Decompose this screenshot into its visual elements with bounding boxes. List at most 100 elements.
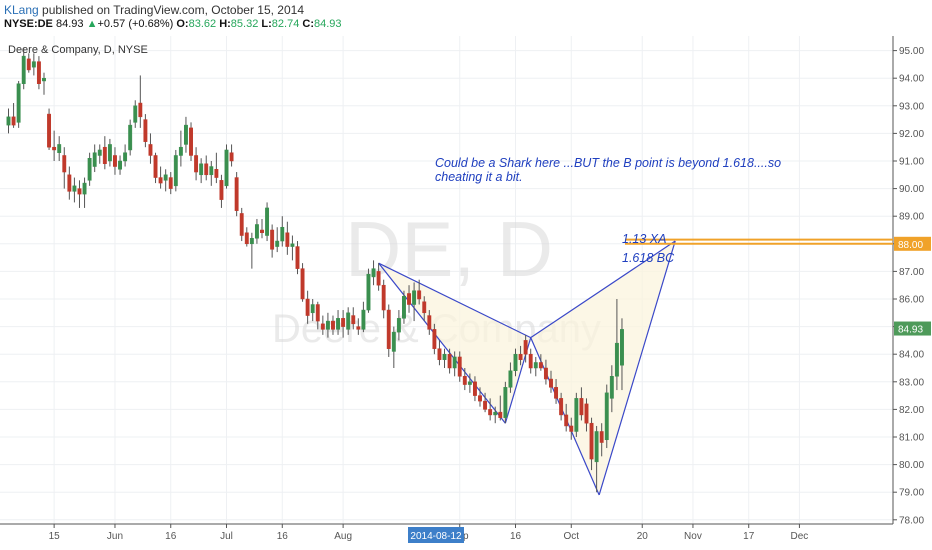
candle-body [62,155,67,173]
candle-body [229,152,234,162]
candle-body [168,177,173,189]
candle-body [239,213,244,236]
pattern-leg[interactable] [378,262,506,424]
annotation-line-1[interactable]: Could be a Shark here ...BUT the B point… [435,156,781,170]
last-price-badge-text: 84.93 [898,325,923,336]
candle-body [249,238,254,245]
pattern-leg[interactable] [530,240,676,339]
up-arrow-icon: ▲ [86,18,98,30]
crosshair-date-badge[interactable] [408,527,464,543]
candle-body [143,119,148,142]
candle-body [386,309,391,349]
candle-body [107,144,112,162]
candle-body [184,124,188,145]
time-tick-label: Jun [107,531,123,542]
candle-body [285,232,290,247]
time-tick-label: Jul [220,531,233,542]
candle-body [457,356,462,377]
time-tick-label: Aug [334,531,352,542]
candle-body [498,411,503,418]
pattern-leg[interactable] [378,262,531,339]
candles [6,47,624,493]
candle-body [72,185,77,192]
xa-label[interactable]: 1.13 XA [622,232,666,246]
candle-body [407,293,411,305]
candle-body [351,315,356,325]
candle-body [341,318,346,327]
price-tick-label: 91.00 [899,157,924,168]
candle-body [589,422,594,460]
candle-body [447,353,452,369]
candle-body [199,163,204,176]
time-axis[interactable]: 15Jun16Jul16AugSep16Oct20Nov17Dec2014-08… [49,524,809,543]
change-value: +0.57 (+0.68%) [97,18,174,30]
candle-body [371,268,376,278]
level-price-badge-text: 88.00 [898,240,923,251]
time-tick-label: 16 [510,531,522,542]
candle-body [599,431,604,443]
candle-body [528,353,533,369]
price-tick-label: 95.00 [899,46,924,57]
open-value: 83.62 [188,18,217,30]
candle-body [209,166,214,176]
candle-body [513,353,518,372]
candle-body [97,149,102,156]
candle-body [417,290,422,300]
candle-body [82,182,87,195]
candle-body [163,174,168,181]
last-price-badge[interactable] [894,321,931,336]
candle-body [325,320,330,330]
candle-body [224,149,229,187]
candle-body [427,315,432,330]
publish-line: KLang published on TradingView.com, Octo… [4,3,304,17]
candle-body [77,188,82,195]
annotation-line-2[interactable]: cheating it a bit. [435,170,523,184]
candle-body [376,271,381,286]
time-tick-label: 15 [49,531,61,542]
price-tick-label: 94.00 [899,74,924,85]
candle-body [26,58,31,71]
bc-label[interactable]: 1.618 BC [622,251,675,265]
pattern-triangle-bcd [530,241,676,495]
candle-body [559,398,564,416]
candle-body [31,61,36,68]
level-price-badge[interactable] [894,236,931,251]
low-value: 82.74 [271,18,300,30]
candle-body [123,152,128,162]
candle-body [381,284,386,311]
time-tick-label: Dec [791,531,809,542]
candle-body [584,403,589,424]
candle-body [87,157,92,181]
chart-header: KLang published on TradingView.com, Octo… [0,0,932,36]
price-levels[interactable] [625,238,893,245]
author-link[interactable]: KLang [4,3,39,17]
last-price: 84.93 [55,18,84,30]
price-tick-label: 86.00 [899,295,924,306]
candle-body [609,376,614,399]
candle-body [493,411,498,416]
low-label: L: [261,18,272,30]
price-tick-label: 81.00 [899,433,924,444]
price-tick-label: 89.00 [899,212,924,223]
candle-body [153,155,158,178]
candle-body [295,246,300,269]
price-tick-label: 90.00 [899,184,924,195]
candle-body [422,301,427,314]
candle-body [604,392,609,441]
price-tick-label: 80.00 [899,460,924,471]
price-chart[interactable]: DE, D Deere & Company Deere & Company, D… [0,36,932,550]
candle-body [173,155,178,187]
price-axis[interactable]: 78.0079.0080.0081.0082.0083.0084.0085.00… [893,46,931,526]
candle-body [391,331,396,352]
candle-body [518,353,523,360]
pattern-leg[interactable] [598,240,676,496]
candle-body [579,398,584,416]
candle-body [346,312,351,330]
candle-body [452,356,457,369]
candle-body [620,329,624,366]
candle-body [402,295,406,319]
candle-body [462,376,467,385]
candle-body [11,116,16,126]
candle-body [21,55,26,84]
candle-body [614,342,619,377]
